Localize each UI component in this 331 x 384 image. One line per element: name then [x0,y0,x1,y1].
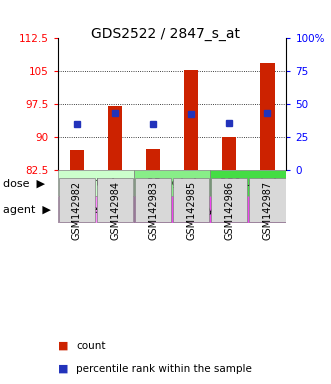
FancyBboxPatch shape [97,178,133,222]
Text: ■: ■ [58,364,69,374]
Text: count: count [76,341,106,351]
Bar [184,70,198,170]
Bar [222,137,236,170]
Bar [260,63,274,170]
FancyBboxPatch shape [173,178,210,222]
Text: GSM142983: GSM142983 [148,181,158,240]
FancyBboxPatch shape [59,178,95,222]
Bar [108,106,122,170]
Text: untreated: untreated [69,205,123,215]
Text: GDS2522 / 2847_s_at: GDS2522 / 2847_s_at [91,27,240,41]
Bar [70,150,84,170]
Bar [210,170,286,196]
Text: GSM142987: GSM142987 [262,181,272,240]
Text: GSM142986: GSM142986 [224,181,234,240]
Bar [134,170,210,196]
Bar [58,170,134,196]
Text: 25 ug/ml: 25 ug/ml [147,178,197,188]
Bar [134,196,286,223]
Text: dose  ▶: dose ▶ [3,178,45,188]
FancyBboxPatch shape [249,178,286,222]
Text: percentile rank within the sample: percentile rank within the sample [76,364,252,374]
Text: GSM142982: GSM142982 [72,181,82,240]
Text: GSM142984: GSM142984 [110,181,120,240]
Text: GSM142985: GSM142985 [186,181,196,240]
Text: ■: ■ [58,341,69,351]
FancyBboxPatch shape [211,178,248,222]
Text: pyocyanin: pyocyanin [181,205,239,215]
FancyBboxPatch shape [135,178,171,222]
Text: control: control [77,178,115,188]
Text: agent  ▶: agent ▶ [3,205,51,215]
Bar [146,149,160,170]
Bar [58,196,134,223]
Text: 250 ug/ml: 250 ug/ml [220,178,277,188]
